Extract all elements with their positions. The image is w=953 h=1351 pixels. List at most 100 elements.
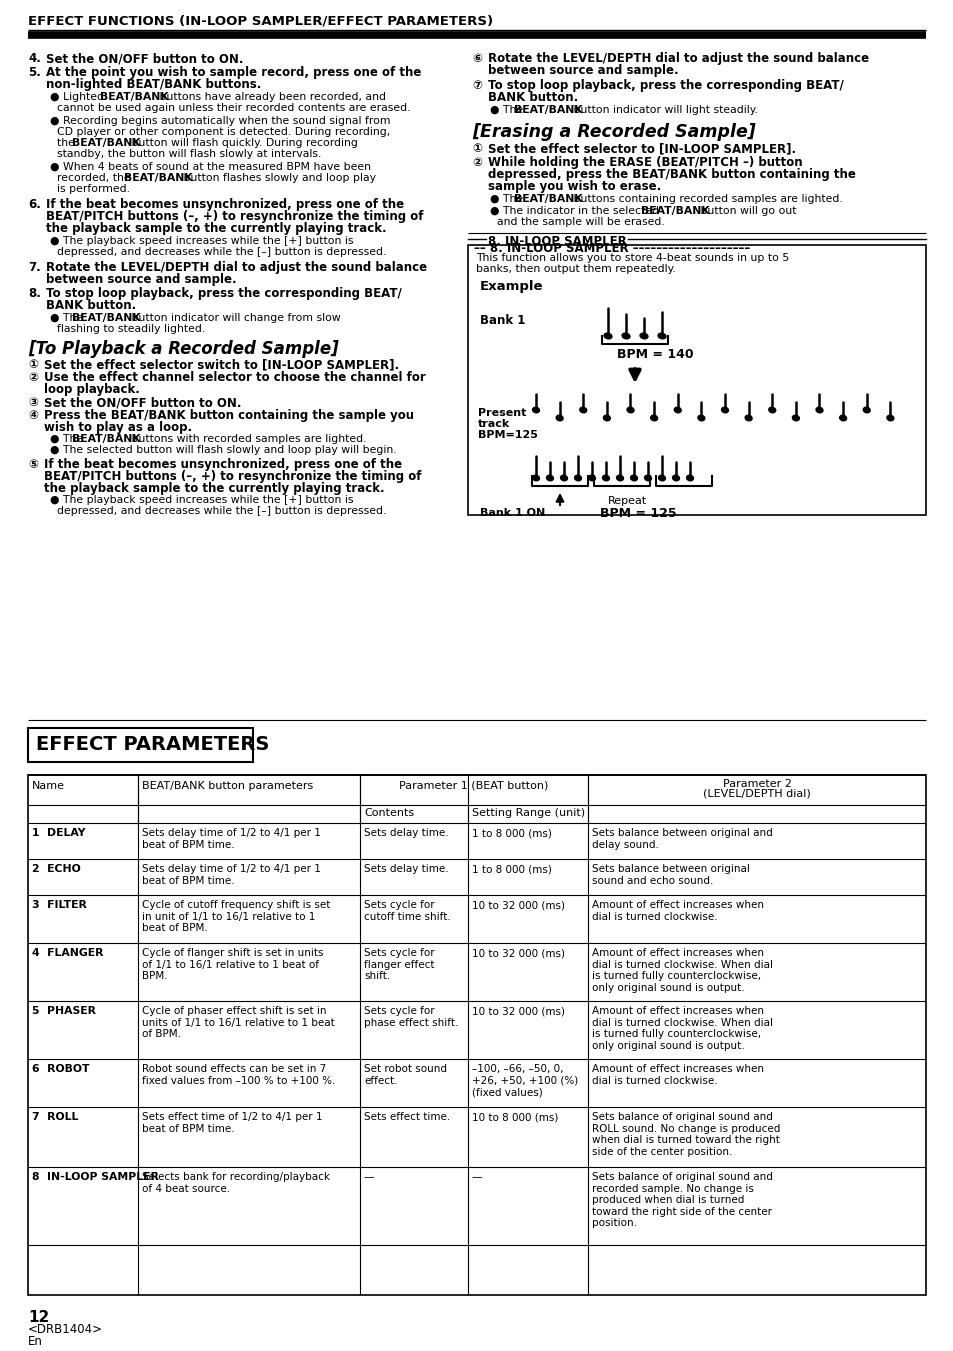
- Text: Bank 1: Bank 1: [479, 313, 525, 327]
- Text: 6  ROBOT: 6 ROBOT: [32, 1065, 90, 1074]
- Text: Contents: Contents: [364, 808, 414, 817]
- Ellipse shape: [556, 415, 562, 420]
- Ellipse shape: [698, 415, 704, 420]
- Text: ● Recording begins automatically when the sound signal from: ● Recording begins automatically when th…: [50, 116, 390, 126]
- Text: Cycle of cutoff frequency shift is set
in unit of 1/1 to 16/1 relative to 1
beat: Cycle of cutoff frequency shift is set i…: [142, 900, 330, 934]
- Text: (LEVEL/DEPTH dial): (LEVEL/DEPTH dial): [702, 789, 810, 798]
- Text: Amount of effect increases when
dial is turned clockwise.: Amount of effect increases when dial is …: [592, 1065, 763, 1086]
- Ellipse shape: [658, 334, 665, 339]
- Text: ● The playback speed increases while the [+] button is: ● The playback speed increases while the…: [50, 236, 354, 246]
- Ellipse shape: [839, 415, 845, 420]
- Text: Set the effect selector to [IN-LOOP SAMPLER].: Set the effect selector to [IN-LOOP SAMP…: [488, 142, 796, 155]
- Text: Sets cycle for
phase effect shift.: Sets cycle for phase effect shift.: [364, 1006, 457, 1028]
- Text: cannot be used again unless their recorded contents are erased.: cannot be used again unless their record…: [50, 103, 410, 113]
- Text: ②: ②: [28, 372, 38, 384]
- Text: ● The indicator in the selected: ● The indicator in the selected: [490, 205, 661, 216]
- Text: between source and sample.: between source and sample.: [46, 273, 236, 286]
- Text: Setting Range (unit): Setting Range (unit): [472, 808, 584, 817]
- Text: While holding the ERASE (BEAT/PITCH –) button: While holding the ERASE (BEAT/PITCH –) b…: [488, 155, 801, 169]
- Text: BEAT/PITCH buttons (–, +) to resynchronize the timing of: BEAT/PITCH buttons (–, +) to resynchroni…: [44, 470, 421, 484]
- Text: Sets delay time.: Sets delay time.: [364, 865, 448, 874]
- Ellipse shape: [630, 476, 637, 481]
- Text: <DRB1404>: <DRB1404>: [28, 1323, 103, 1336]
- Ellipse shape: [579, 407, 586, 413]
- Text: Sets cycle for
cutoff time shift.: Sets cycle for cutoff time shift.: [364, 900, 450, 921]
- Text: BANK button.: BANK button.: [46, 299, 136, 312]
- Text: 6.: 6.: [28, 199, 41, 211]
- Text: 2  ECHO: 2 ECHO: [32, 865, 81, 874]
- Text: the: the: [50, 138, 78, 149]
- Text: ①: ①: [472, 142, 481, 155]
- Text: BANK button.: BANK button.: [488, 91, 578, 104]
- Text: ● When 4 beats of sound at the measured BPM have been: ● When 4 beats of sound at the measured …: [50, 162, 371, 172]
- Text: depressed, press the BEAT/BANK button containing the: depressed, press the BEAT/BANK button co…: [488, 168, 855, 181]
- Text: BEAT/PITCH buttons (–, +) to resynchronize the timing of: BEAT/PITCH buttons (–, +) to resynchroni…: [46, 209, 423, 223]
- Ellipse shape: [644, 476, 651, 481]
- Ellipse shape: [720, 407, 728, 413]
- Ellipse shape: [626, 407, 634, 413]
- Text: between source and sample.: between source and sample.: [488, 63, 678, 77]
- Ellipse shape: [886, 415, 893, 420]
- Text: 10 to 8 000 (ms): 10 to 8 000 (ms): [472, 1112, 558, 1121]
- Ellipse shape: [792, 415, 799, 420]
- Text: 10 to 32 000 (ms): 10 to 32 000 (ms): [472, 900, 564, 911]
- Text: 7  ROLL: 7 ROLL: [32, 1112, 78, 1121]
- Text: Amount of effect increases when
dial is turned clockwise. When dial
is turned fu: Amount of effect increases when dial is …: [592, 948, 772, 993]
- Text: ● The: ● The: [490, 195, 526, 204]
- Text: Amount of effect increases when
dial is turned clockwise.: Amount of effect increases when dial is …: [592, 900, 763, 921]
- Text: 8. IN-LOOP SAMPLER: 8. IN-LOOP SAMPLER: [488, 235, 626, 249]
- Text: 3  FILTER: 3 FILTER: [32, 900, 87, 911]
- Text: BPM=125: BPM=125: [477, 430, 537, 440]
- Text: track: track: [477, 419, 510, 430]
- Text: Sets balance between original and
delay sound.: Sets balance between original and delay …: [592, 828, 772, 850]
- Text: the playback sample to the currently playing track.: the playback sample to the currently pla…: [46, 222, 386, 235]
- Text: Sets balance of original sound and
ROLL sound. No change is produced
when dial i: Sets balance of original sound and ROLL …: [592, 1112, 780, 1156]
- Text: Selects bank for recording/playback
of 4 beat source.: Selects bank for recording/playback of 4…: [142, 1173, 330, 1193]
- Text: Sets balance of original sound and
recorded sample. No change is
produced when d: Sets balance of original sound and recor…: [592, 1173, 772, 1228]
- Text: Name: Name: [32, 781, 65, 790]
- Text: and the sample will be erased.: and the sample will be erased.: [490, 218, 664, 227]
- Text: banks, then output them repeatedly.: banks, then output them repeatedly.: [476, 263, 675, 274]
- Text: Bank 1 ON: Bank 1 ON: [479, 508, 545, 517]
- Text: button will go out: button will go out: [697, 205, 796, 216]
- Text: 10 to 32 000 (ms): 10 to 32 000 (ms): [472, 948, 564, 958]
- Text: CD player or other component is detected. During recording,: CD player or other component is detected…: [50, 127, 390, 136]
- Text: EFFECT PARAMETERS: EFFECT PARAMETERS: [36, 735, 269, 754]
- Ellipse shape: [560, 476, 567, 481]
- Ellipse shape: [639, 334, 647, 339]
- Ellipse shape: [532, 476, 538, 481]
- Text: 12: 12: [28, 1310, 50, 1325]
- Text: ②: ②: [472, 155, 481, 169]
- Ellipse shape: [546, 476, 553, 481]
- Text: BEAT/BANK: BEAT/BANK: [71, 313, 141, 323]
- Text: Sets delay time of 1/2 to 4/1 per 1
beat of BPM time.: Sets delay time of 1/2 to 4/1 per 1 beat…: [142, 828, 320, 850]
- Ellipse shape: [602, 476, 609, 481]
- Text: If the beat becomes unsynchronized, press one of the: If the beat becomes unsynchronized, pres…: [44, 458, 402, 471]
- Ellipse shape: [621, 334, 629, 339]
- Text: ①: ①: [28, 358, 38, 372]
- Text: 8.: 8.: [28, 286, 41, 300]
- Text: BEAT/BANK: BEAT/BANK: [124, 173, 193, 182]
- Text: If the beat becomes unsynchronized, press one of the: If the beat becomes unsynchronized, pres…: [46, 199, 404, 211]
- Text: 5.: 5.: [28, 66, 41, 78]
- Text: 1 to 8 000 (ms): 1 to 8 000 (ms): [472, 828, 551, 838]
- Text: BEAT/BANK: BEAT/BANK: [640, 205, 709, 216]
- Text: buttons have already been recorded, and: buttons have already been recorded, and: [156, 92, 386, 101]
- Ellipse shape: [672, 476, 679, 481]
- Text: the playback sample to the currently playing track.: the playback sample to the currently pla…: [44, 482, 384, 494]
- Text: This function allows you to store 4-beat sounds in up to 5: This function allows you to store 4-beat…: [476, 253, 788, 263]
- Text: ③: ③: [28, 396, 38, 409]
- Text: Set the effect selector switch to [IN-LOOP SAMPLER].: Set the effect selector switch to [IN-LO…: [44, 358, 398, 372]
- Text: button flashes slowly and loop play: button flashes slowly and loop play: [180, 173, 375, 182]
- Ellipse shape: [862, 407, 869, 413]
- Text: ⑦: ⑦: [472, 78, 481, 92]
- Text: Sets cycle for
flanger effect
shift.: Sets cycle for flanger effect shift.: [364, 948, 435, 981]
- Text: button indicator will change from slow: button indicator will change from slow: [128, 313, 340, 323]
- Text: BEAT/BANK: BEAT/BANK: [71, 434, 141, 444]
- Text: BPM = 140: BPM = 140: [617, 349, 693, 361]
- Ellipse shape: [588, 476, 595, 481]
- Text: BPM = 125: BPM = 125: [599, 507, 676, 520]
- Text: Robot sound effects can be set in 7
fixed values from –100 % to +100 %.: Robot sound effects can be set in 7 fixe…: [142, 1065, 335, 1086]
- Text: ● Lighted: ● Lighted: [50, 92, 108, 101]
- Text: Sets delay time of 1/2 to 4/1 per 1
beat of BPM time.: Sets delay time of 1/2 to 4/1 per 1 beat…: [142, 865, 320, 886]
